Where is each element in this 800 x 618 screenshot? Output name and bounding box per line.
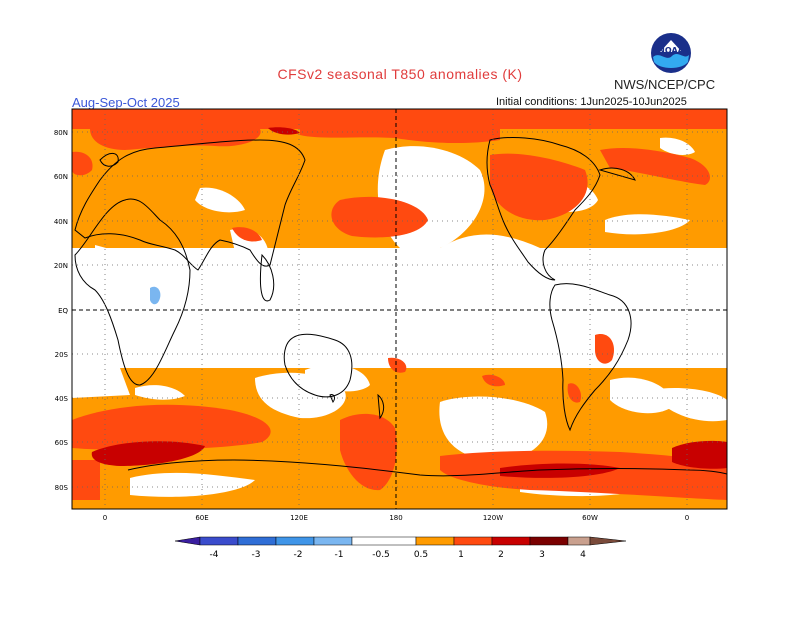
lon-label: 60E bbox=[195, 514, 208, 522]
reference-lines bbox=[72, 109, 727, 509]
lat-lon-grid bbox=[72, 109, 727, 509]
legend-label: 0.5 bbox=[414, 550, 428, 560]
legend-swatch bbox=[415, 536, 455, 546]
lon-label: 120W bbox=[483, 514, 503, 522]
cool-anomaly-region bbox=[150, 286, 161, 305]
forecast-period: Aug-Sep-Oct 2025 bbox=[72, 95, 180, 110]
anomaly-1-2K-regions bbox=[72, 109, 727, 500]
legend-swatch bbox=[351, 536, 417, 546]
legend-label: 4 bbox=[580, 550, 586, 560]
tropical-neutral-band bbox=[72, 248, 727, 368]
lon-label: 0 bbox=[103, 514, 107, 522]
legend-swatch bbox=[275, 536, 315, 546]
map-title: CFSv2 seasonal T850 anomalies (K) bbox=[277, 66, 523, 82]
legend-swatch bbox=[313, 536, 353, 546]
legend-label: 2 bbox=[498, 550, 504, 560]
noaa-logo-text: NOAA bbox=[658, 46, 684, 55]
lat-label: 80N bbox=[54, 129, 68, 137]
legend-label: -0.5 bbox=[372, 550, 390, 560]
lon-label: 180 bbox=[389, 514, 402, 522]
lat-label: 40S bbox=[55, 395, 69, 403]
legend-label: 1 bbox=[458, 550, 464, 560]
legend-arrow-low bbox=[174, 536, 201, 546]
lat-label: 60S bbox=[55, 439, 69, 447]
legend-arrow-high bbox=[589, 536, 627, 546]
legend-swatch bbox=[567, 536, 591, 546]
noaa-logo-icon: NOAA bbox=[651, 33, 691, 73]
lon-label: 120E bbox=[290, 514, 308, 522]
lat-label: 20N bbox=[54, 262, 68, 270]
lat-label: 60N bbox=[54, 173, 68, 181]
lon-label: 60W bbox=[582, 514, 598, 522]
initial-conditions: Initial conditions: 1Jun2025-10Jun2025 bbox=[496, 96, 687, 108]
legend-swatch bbox=[199, 536, 239, 546]
legend-swatch bbox=[529, 536, 569, 546]
legend-swatch bbox=[491, 536, 531, 546]
anomaly-2-3K-regions bbox=[91, 127, 727, 478]
legend-label: -2 bbox=[294, 550, 303, 560]
lat-label: 20S bbox=[55, 351, 69, 359]
legend-label: -4 bbox=[210, 550, 219, 560]
organization-label: NWS/NCEP/CPC bbox=[614, 77, 716, 92]
legend-swatch bbox=[453, 536, 493, 546]
coastlines bbox=[74, 137, 727, 477]
legend-label: 3 bbox=[539, 550, 545, 560]
legend-label: -3 bbox=[252, 550, 261, 560]
lat-label: 80S bbox=[55, 484, 69, 492]
map-frame bbox=[71, 108, 728, 510]
legend-labels: -4 -3 -2 -1 -0.5 0.5 1 2 3 4 bbox=[210, 550, 587, 560]
latitude-labels: 80N 60N 40N 20N EQ 20S 40S 60S 80S bbox=[54, 129, 69, 492]
arctic-band-warm bbox=[72, 109, 727, 129]
legend-label: -1 bbox=[335, 550, 344, 560]
anomaly-field bbox=[72, 109, 727, 509]
lon-label: 0 bbox=[685, 514, 689, 522]
longitude-labels: 0 60E 120E 180 120W 60W 0 bbox=[103, 514, 689, 522]
legend-swatch bbox=[237, 536, 277, 546]
lat-label: 40N bbox=[54, 218, 68, 226]
color-legend bbox=[174, 536, 627, 546]
lat-label: EQ bbox=[58, 307, 68, 315]
